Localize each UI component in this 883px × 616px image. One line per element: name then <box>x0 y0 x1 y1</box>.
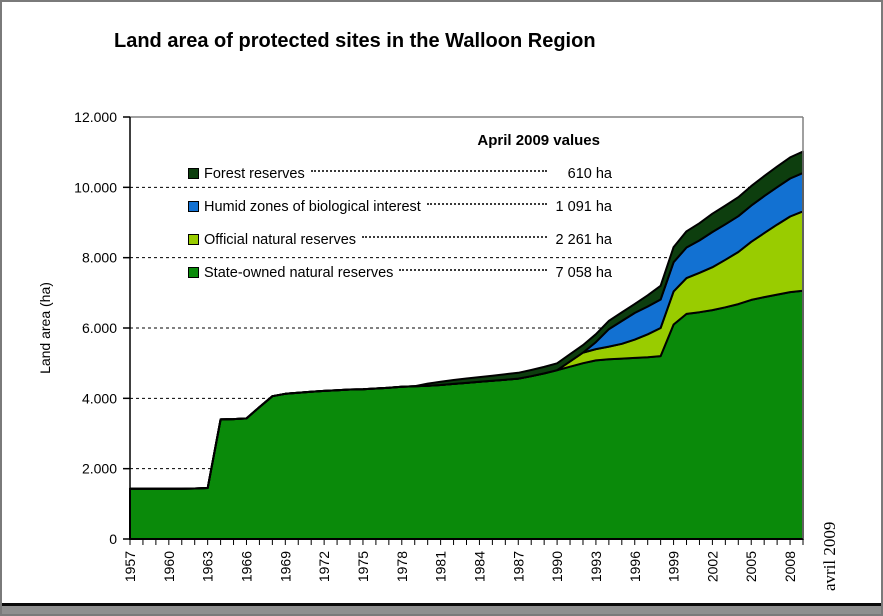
y-tick-labels: 0 2.000 4.000 6.000 8.000 10.000 12.000 <box>74 109 130 547</box>
x-tick-label: 1990 <box>549 551 565 582</box>
legend-swatch-forest-reserves <box>188 168 199 179</box>
legend-leader-dots <box>426 203 547 205</box>
legend: April 2009 values Forest reserves 610 ha H… <box>188 132 612 285</box>
x-tick-label: 1975 <box>355 551 371 582</box>
legend-label: Forest reserves <box>204 165 305 182</box>
legend-value: 7 058 ha <box>555 264 612 281</box>
x-tick-label: 2002 <box>704 551 720 582</box>
x-tick-label: 2008 <box>782 551 798 582</box>
chart-title: Land area of protected sites in the Wall… <box>114 30 596 52</box>
x-tick-label: 1987 <box>510 551 526 582</box>
legend-item-forest-reserves: Forest reserves 610 ha <box>188 161 612 186</box>
legend-value: 610 ha <box>567 165 612 182</box>
x-tick-label: 1978 <box>394 551 410 582</box>
legend-leader-dots <box>362 236 547 238</box>
x-tick-label: 1996 <box>627 551 643 582</box>
y-tick-label: 4.000 <box>82 390 117 406</box>
y-tick-label: 8.000 <box>82 250 117 266</box>
legend-item-humid-zones: Humid zones of biological interest 1 091 … <box>188 194 612 219</box>
x-tick-labels: 1957 1960 1963 1966 1969 1972 1975 1978 1981 1984… <box>122 539 804 582</box>
x-tick-label: 1972 <box>316 551 332 582</box>
legend-item-official-natural-reserves: Official natural reserves 2 261 ha <box>188 227 612 252</box>
x-tick-label: 1999 <box>666 551 682 582</box>
legend-value: 1 091 ha <box>555 198 612 215</box>
x-tick-label: 1960 <box>161 551 177 582</box>
legend-label: Humid zones of biological interest <box>204 198 421 215</box>
y-tick-label: 0 <box>109 531 117 547</box>
x-tick-label: 1993 <box>588 551 604 582</box>
y-tick-label: 2.000 <box>82 461 117 477</box>
y-tick-label: 6.000 <box>82 320 117 336</box>
x-tick-label: 1981 <box>433 551 449 582</box>
legend-value: 2 261 ha <box>555 231 612 248</box>
y-tick-label: 10.000 <box>74 179 117 195</box>
y-axis-title: Land area (ha) <box>37 282 53 374</box>
x-tick-label: 1963 <box>200 551 216 582</box>
x-tick-label: 1969 <box>277 551 293 582</box>
legend-item-state-owned-natural-reserves: State-owned natural reserves 7 058 ha <box>188 260 612 285</box>
legend-header: April 2009 values <box>357 132 612 149</box>
legend-label: Official natural reserves <box>204 231 357 248</box>
x-tick-label: 1957 <box>122 551 138 582</box>
x-tick-label: 2005 <box>743 551 759 582</box>
figure-bottom-border <box>2 603 881 614</box>
legend-leader-dots <box>310 170 547 172</box>
legend-swatch-official-natural-reserves <box>188 234 199 245</box>
legend-leader-dots <box>399 269 547 271</box>
legend-swatch-state-owned-natural-reserves <box>188 267 199 278</box>
side-note-avril-2009: avril 2009 <box>820 522 839 591</box>
legend-swatch-humid-zones <box>188 201 199 212</box>
legend-label: State-owned natural reserves <box>204 264 394 281</box>
y-tick-label: 12.000 <box>74 109 117 125</box>
x-tick-label: 1966 <box>238 551 254 582</box>
x-tick-label: 1984 <box>471 551 487 582</box>
